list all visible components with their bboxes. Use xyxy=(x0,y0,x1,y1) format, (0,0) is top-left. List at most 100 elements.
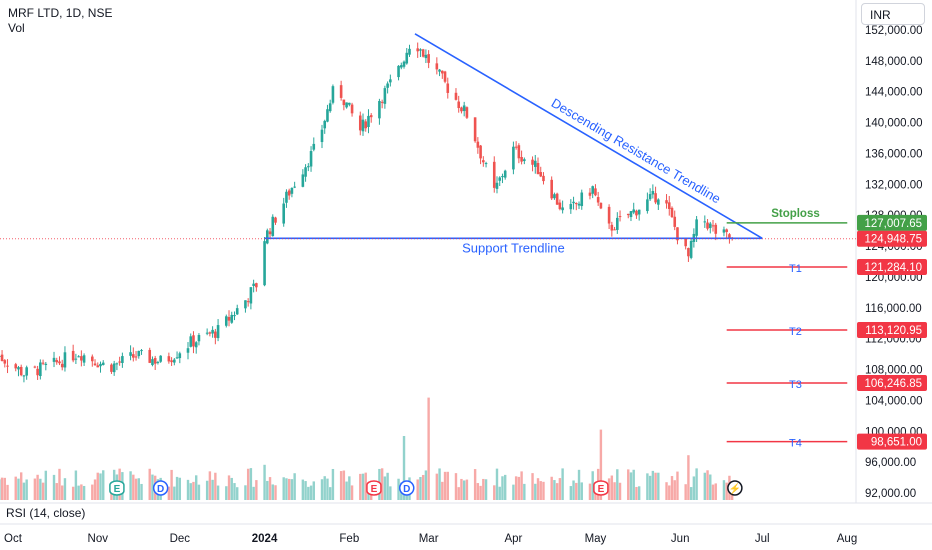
volume-bar xyxy=(345,481,348,500)
candle-body xyxy=(178,353,182,359)
volume-bar xyxy=(476,483,480,500)
volume-bar xyxy=(63,478,67,500)
volume-bar xyxy=(304,481,307,500)
volume-bar xyxy=(230,477,233,500)
volume-bar xyxy=(419,477,422,500)
x-tick-label: Dec xyxy=(170,533,191,545)
candle-body xyxy=(708,223,712,229)
volume-bar xyxy=(148,468,151,500)
candle-body xyxy=(648,194,652,200)
event-marker-label: ⚡ xyxy=(729,482,741,495)
volume-bar xyxy=(555,483,559,500)
candle-body xyxy=(389,79,392,83)
volume-bar xyxy=(687,455,690,500)
candle-body xyxy=(574,203,578,205)
candle-body xyxy=(208,332,212,334)
candle-body xyxy=(159,355,162,362)
candle-body xyxy=(304,167,307,177)
volume-bar xyxy=(192,481,195,500)
candle-body xyxy=(706,222,709,229)
volume-bar xyxy=(424,470,428,500)
volume-bar xyxy=(186,479,190,500)
volume-bar xyxy=(668,485,671,500)
candle-body xyxy=(194,342,198,348)
price-tag-label: 124,948.75 xyxy=(864,234,922,246)
volume-bar xyxy=(197,484,201,500)
volume-bar xyxy=(473,469,477,500)
rsi-indicator-label[interactable]: RSI (14, close) xyxy=(6,506,86,520)
volume-bar xyxy=(361,473,365,500)
candle-body xyxy=(25,367,28,376)
volume-bar xyxy=(282,477,285,500)
volume-bar xyxy=(482,478,485,500)
volume-bar xyxy=(520,471,523,500)
candle-body xyxy=(438,69,441,72)
candle-body xyxy=(60,363,64,368)
y-tick-label: 92,000.00 xyxy=(865,488,916,500)
candle-body xyxy=(140,350,143,352)
candle-body xyxy=(156,362,160,364)
candle-body xyxy=(670,207,674,217)
candle-body xyxy=(263,241,266,286)
volume-bar xyxy=(479,485,482,500)
candle-body xyxy=(446,83,450,93)
currency-button[interactable]: INR xyxy=(861,3,925,25)
volume-bar xyxy=(255,480,258,500)
volume-bar xyxy=(25,479,28,500)
level-label: Stoploss xyxy=(771,208,820,220)
volume-bar xyxy=(246,468,250,500)
candle-body xyxy=(722,229,726,233)
volume-bar xyxy=(227,475,231,500)
candle-body xyxy=(227,317,231,321)
volume-bar xyxy=(654,472,657,500)
candle-body xyxy=(33,366,37,368)
candle-body xyxy=(121,356,124,363)
volume-bar xyxy=(52,474,56,500)
candle-body xyxy=(588,192,592,196)
candle-body xyxy=(151,359,154,366)
candle-body xyxy=(326,109,329,122)
volume-bar xyxy=(328,487,332,500)
candle-body xyxy=(118,361,121,363)
candle-body xyxy=(714,224,718,234)
volume-bar xyxy=(709,474,712,500)
volume-bar xyxy=(517,476,521,500)
volume-bar xyxy=(93,479,97,500)
volume-bar xyxy=(441,481,444,500)
volume-bar xyxy=(580,482,583,500)
price-tag-label: 98,651.00 xyxy=(871,437,922,449)
price-tag xyxy=(857,433,927,450)
volume-bar xyxy=(359,473,362,500)
price-tag xyxy=(857,322,927,339)
volume-bar xyxy=(17,478,20,500)
candle-body xyxy=(618,216,622,218)
candle-body xyxy=(536,163,540,175)
volume-bar xyxy=(670,476,674,500)
candle-body xyxy=(41,362,45,364)
volume-bar xyxy=(725,482,728,500)
volume-bar xyxy=(512,484,515,500)
candle-body xyxy=(358,115,362,131)
volume-bar xyxy=(20,472,23,500)
volume-bar xyxy=(211,479,214,500)
volume-bar xyxy=(252,486,255,500)
candle-body xyxy=(667,202,671,209)
volume-bar xyxy=(569,486,573,500)
candle-body xyxy=(421,49,425,57)
volume-bar xyxy=(536,478,540,500)
candle-body xyxy=(364,121,368,129)
candle-body xyxy=(424,54,428,59)
candle-body xyxy=(6,365,9,367)
candle-body xyxy=(728,234,731,238)
volume-bar xyxy=(22,482,26,500)
volume-bar xyxy=(618,482,622,500)
volume-bar xyxy=(706,470,709,500)
candle-body xyxy=(342,99,346,106)
candle-body xyxy=(361,119,365,132)
candle-body xyxy=(512,146,515,170)
candle-body xyxy=(654,193,657,203)
y-tick-label: 144,000.00 xyxy=(865,87,923,99)
volume-bar xyxy=(268,477,272,500)
